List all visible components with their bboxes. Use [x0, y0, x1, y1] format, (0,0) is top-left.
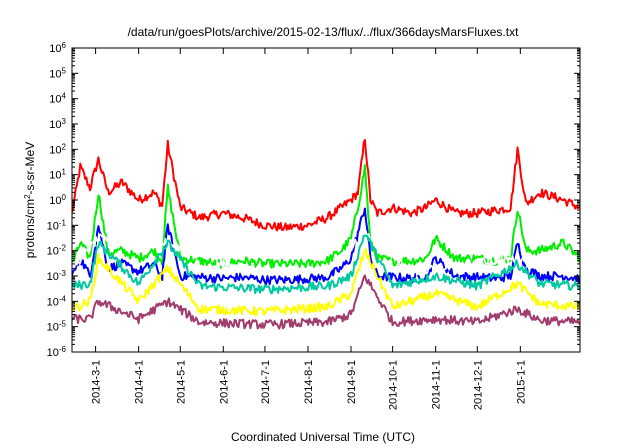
- y-tick-label-exp: -6: [59, 345, 67, 354]
- y-tick-label-base: 10: [47, 271, 59, 283]
- y-tick-label-base: 10: [49, 170, 61, 182]
- y-axis-title-base: protons/cm: [23, 199, 37, 258]
- y-tick-label-exp: 1: [62, 167, 67, 176]
- y-tick-label: 104: [49, 91, 66, 106]
- y-tick-label-exp: -4: [59, 294, 67, 303]
- y-tick-label-exp: 3: [62, 117, 67, 126]
- y-tick-label: 103: [49, 117, 66, 132]
- y-tick-label: 106: [49, 41, 66, 56]
- series-line-6: [72, 274, 580, 330]
- x-tick-label: 2014-11-1: [431, 360, 443, 409]
- y-tick-label: 10-5: [47, 319, 67, 334]
- series-line-5: [72, 248, 580, 316]
- y-tick-label: 105: [49, 66, 66, 81]
- y-tick-label: 10-3: [47, 269, 67, 284]
- x-axis: 2014-3-1 2014-4-1 2014-5-1 2014-6-1 2014-7-1…: [91, 48, 527, 410]
- series-line-4: [72, 234, 580, 295]
- x-axis-title: Coordinated Universal Time (UTC): [231, 430, 415, 444]
- x-tick-label: 2014-3-1: [91, 360, 103, 404]
- x-tick-label: 2014-10-1: [388, 360, 400, 410]
- x-tick-label: 2015-1-1: [515, 360, 527, 404]
- x-tick-label: 2014-7-1: [260, 360, 272, 404]
- y-axis-title-sup: 2: [23, 194, 32, 199]
- x-tick-label: 2014-4-1: [134, 360, 146, 404]
- y-tick-label-exp: 4: [62, 91, 67, 100]
- y-tick-label-exp: 0: [62, 193, 67, 202]
- chart-title: /data/run/goesPlots/archive/2015-02-13/f…: [128, 25, 520, 39]
- x-tick-label: 2014-8-1: [303, 360, 315, 404]
- y-tick-label-base: 10: [49, 144, 61, 156]
- y-tick-label: 10-6: [47, 345, 67, 360]
- y-tick-label-base: 10: [47, 246, 59, 258]
- y-tick-label-exp: -2: [59, 243, 67, 252]
- x-tick-label: 2014-5-1: [175, 360, 187, 404]
- y-tick-label-base: 10: [47, 347, 59, 359]
- x-tick-label: 2014-12-1: [472, 360, 484, 410]
- y-tick-label: 102: [49, 142, 66, 157]
- y-tick-label-base: 10: [49, 195, 61, 207]
- y-tick-label-exp: -3: [59, 269, 67, 278]
- y-tick-label: 100: [49, 193, 66, 208]
- series-line-1: [72, 164, 580, 270]
- y-tick-label-exp: 6: [62, 41, 67, 50]
- y-tick-label-exp: 2: [62, 142, 67, 151]
- y-tick-label-base: 10: [47, 296, 59, 308]
- y-tick-label: 101: [49, 167, 66, 182]
- y-tick-label-exp: -5: [59, 319, 67, 328]
- y-tick-label-base: 10: [49, 68, 61, 80]
- y-tick-label: 10-1: [47, 218, 67, 233]
- y-tick-label-base: 10: [47, 322, 59, 334]
- y-tick-label: 10-2: [47, 243, 67, 258]
- y-tick-label-base: 10: [49, 43, 61, 55]
- y-axis-title: protons/cm2-s-sr-MeV: [23, 142, 38, 258]
- x-tick-label: 2014-6-1: [218, 360, 230, 404]
- series-line-0: [72, 138, 580, 232]
- series-line-2: [72, 207, 580, 286]
- y-tick-label-base: 10: [49, 119, 61, 131]
- y-tick-label-base: 10: [47, 220, 59, 232]
- y-tick-label-base: 10: [49, 94, 61, 106]
- y-tick-label: 10-4: [47, 294, 67, 309]
- y-tick-label-exp: -1: [59, 218, 67, 227]
- series-line-3: [72, 230, 580, 277]
- series-layer: [72, 138, 580, 330]
- y-tick-label-exp: 5: [62, 66, 67, 75]
- y-axis-title-rest: -s-sr-MeV: [23, 142, 37, 195]
- y-axis: 10-610-510-410-310-210-11001011021031041…: [47, 41, 580, 360]
- x-tick-label: 2014-9-1: [346, 360, 358, 404]
